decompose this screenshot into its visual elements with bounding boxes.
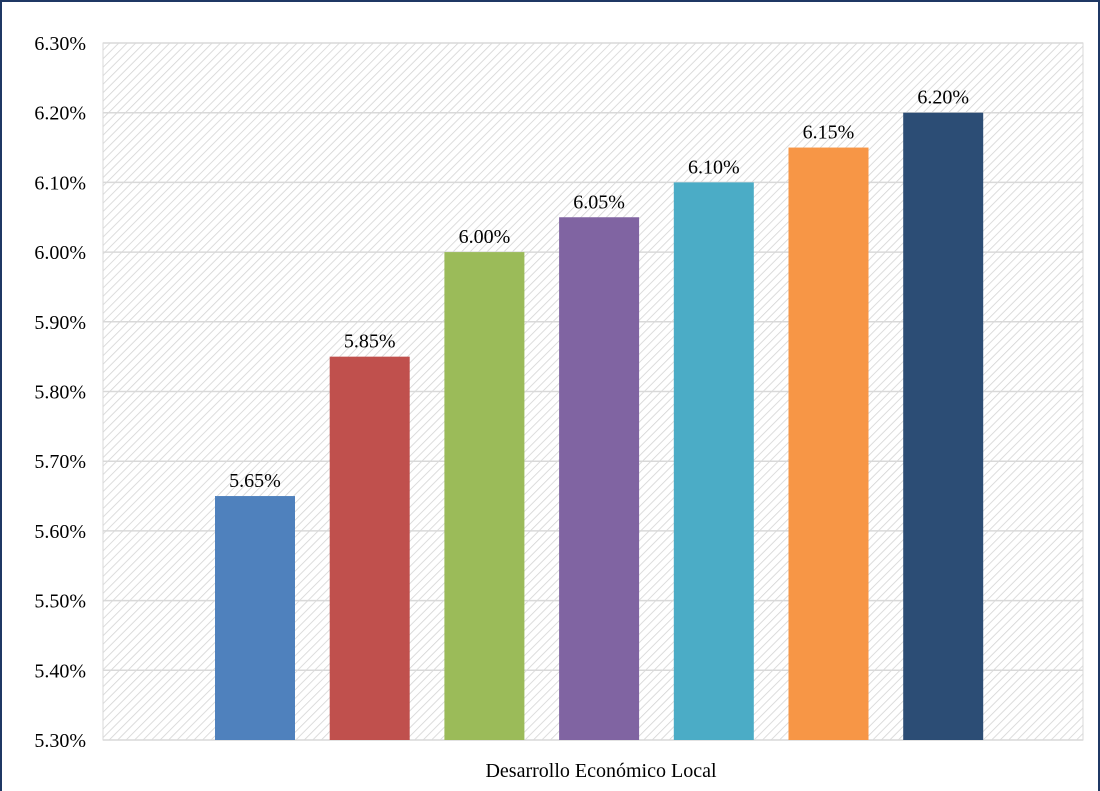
data-label: 6.10% — [688, 156, 740, 178]
data-label: 6.05% — [573, 191, 625, 213]
y-axis: 5.30% 5.40% 5.50% 5.60% 5.70% 5.80% 5.90% 6.00%… — [34, 33, 86, 752]
data-labels: 5.65% 5.85% 6.00% 6.05% 6.10% 6.15% 6.20% — [229, 87, 969, 492]
bar — [559, 217, 640, 740]
y-tick-label: 5.60% — [34, 521, 86, 543]
bar — [215, 496, 295, 740]
y-tick-label: 5.40% — [34, 660, 86, 682]
data-label: 6.20% — [917, 87, 969, 109]
bar — [673, 182, 754, 740]
data-label: 5.65% — [229, 470, 281, 492]
bar — [788, 147, 869, 741]
data-label: 5.85% — [344, 331, 396, 353]
y-tick-label: 6.20% — [34, 103, 86, 125]
y-tick-label: 5.30% — [34, 730, 86, 752]
data-label: 6.00% — [459, 226, 511, 248]
y-tick-label: 5.80% — [34, 382, 86, 404]
y-tick-label: 6.00% — [34, 242, 86, 264]
y-tick-label: 6.10% — [34, 172, 86, 194]
y-tick-label: 5.90% — [34, 312, 86, 334]
bars — [215, 112, 984, 741]
y-tick-label: 5.70% — [34, 451, 86, 473]
data-label: 6.15% — [803, 122, 855, 144]
bar — [903, 112, 984, 740]
y-tick-label: 5.50% — [34, 591, 86, 613]
bar — [444, 252, 525, 740]
bar — [329, 356, 410, 740]
x-category-label: Desarrollo Económico Local — [485, 760, 716, 782]
y-tick-label: 6.30% — [34, 33, 86, 55]
